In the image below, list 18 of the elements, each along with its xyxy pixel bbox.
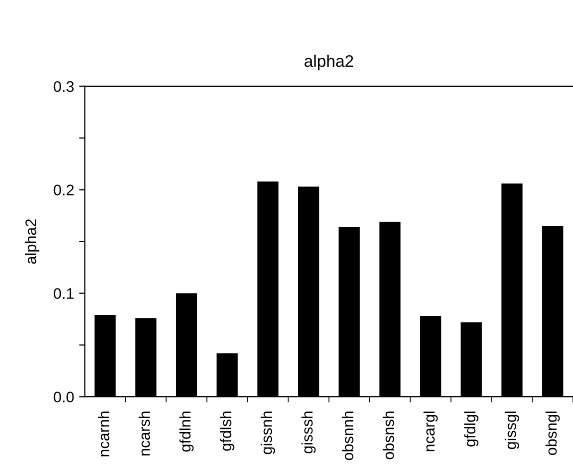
y-tick-label: 0.1 xyxy=(54,288,74,299)
x-tick-label: gfdlnh xyxy=(179,412,194,452)
x-tick-label: obsnnh xyxy=(342,412,354,460)
x-tick-label: gfdlgl xyxy=(464,412,478,447)
chart-title: alpha2 xyxy=(304,54,354,70)
x-tick-label: ncarnh xyxy=(98,412,110,456)
y-tick-label: 0.0 xyxy=(54,392,74,402)
y-tick-label: 0.3 xyxy=(54,81,74,92)
x-tick-label: gissnh xyxy=(260,412,275,454)
x-tick-label: gfdlsh xyxy=(220,412,234,451)
x-tick-label: gisssh xyxy=(301,412,316,454)
x-tick-label: gissgl xyxy=(504,412,520,450)
x-tick-label: ncarsh xyxy=(138,412,150,456)
y-tick-label: 0.2 xyxy=(54,184,74,196)
x-tick-label: obsnsh xyxy=(382,412,394,460)
x-tick-label: ncargl xyxy=(423,412,438,452)
x-tick-label: obsngl xyxy=(546,412,560,455)
y-axis-title: alpha2 xyxy=(25,219,40,264)
